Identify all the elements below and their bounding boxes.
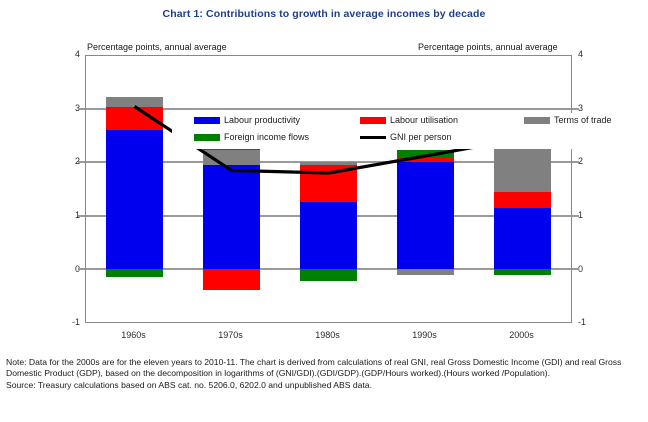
y-axis-label-right-1: 1 bbox=[578, 210, 584, 220]
y-axis-label-right-2: 2 bbox=[578, 156, 584, 166]
y-tick-1-left bbox=[78, 214, 85, 217]
x-axis-label-1970s: 1970s bbox=[218, 330, 243, 340]
y-axis-label-right-3: 3 bbox=[578, 103, 584, 113]
legend-swatch-foreign-income-flows bbox=[194, 133, 220, 141]
gni-per-person-line bbox=[133, 105, 523, 175]
y-axis-label-left-2: 2 bbox=[58, 156, 80, 166]
bar-segment bbox=[300, 202, 357, 269]
legend-item-terms-of-trade[interactable]: Terms of trade bbox=[524, 115, 612, 125]
y-axis-label-left-0: 0 bbox=[58, 264, 80, 274]
legend-line-gni-per-person bbox=[360, 135, 386, 139]
bar-segment bbox=[494, 191, 551, 208]
legend-label-gni-per-person: GNI per person bbox=[390, 132, 452, 142]
legend-item-foreign-income-flows[interactable]: Foreign income flows bbox=[194, 132, 309, 142]
footnote-note: Note: Data for the 2000s are for the ele… bbox=[6, 357, 622, 379]
bar-segment bbox=[397, 158, 454, 163]
y-tick-2-right bbox=[572, 161, 579, 164]
x-axis-label-1980s: 1980s bbox=[315, 330, 340, 340]
y-axis-label-left-3: 3 bbox=[58, 103, 80, 113]
legend-label-foreign-income-flows: Foreign income flows bbox=[224, 132, 310, 142]
bar-segment bbox=[106, 96, 163, 107]
y-axis-label-right-0: 0 bbox=[578, 264, 584, 274]
legend-swatch-terms-of-trade bbox=[524, 116, 550, 124]
gni-line-layer bbox=[133, 105, 523, 175]
legend-label-terms-of-trade: Terms of trade bbox=[554, 115, 612, 125]
y-tick-3-right bbox=[572, 108, 579, 111]
right-axis-unit-note: Percentage points, annual average bbox=[418, 42, 558, 52]
y-axis-label-left-1: 1 bbox=[58, 210, 80, 220]
x-axis-label-1960s: 1960s bbox=[121, 330, 146, 340]
legend-label-labour-productivity: Labour productivity bbox=[224, 115, 301, 125]
bar-segment bbox=[106, 268, 163, 277]
bar-segment bbox=[300, 162, 357, 166]
y-axis-label-left-neg1: -1 bbox=[71, 317, 80, 327]
x-axis-label-2000s: 2000s bbox=[509, 330, 534, 340]
y-axis-label-right-neg1: -1 bbox=[578, 317, 587, 327]
legend-item-labour-utilisation[interactable]: Labour utilisation bbox=[360, 115, 458, 125]
chart-legend: Labour productivity Labour utilisation T… bbox=[172, 113, 648, 149]
gridline-3 bbox=[86, 108, 571, 111]
x-axis-label-1990s: 1990s bbox=[412, 330, 437, 340]
legend-label-labour-utilisation: Labour utilisation bbox=[390, 115, 459, 125]
bar-segment bbox=[203, 149, 260, 151]
legend-swatch-labour-productivity bbox=[194, 116, 220, 124]
y-axis-label-left-4: 4 bbox=[74, 49, 80, 59]
footnote-source: Source: Treasury calculations based on A… bbox=[6, 379, 372, 390]
bar-segment bbox=[203, 165, 260, 269]
legend-item-labour-productivity[interactable]: Labour productivity bbox=[194, 115, 300, 125]
footnote: Note: Data for the 2000s are for the ele… bbox=[6, 357, 644, 391]
legend-swatch-labour-utilisation bbox=[360, 116, 386, 124]
bar-segment bbox=[203, 268, 260, 291]
bar-segment bbox=[300, 268, 357, 281]
bar-segment bbox=[397, 268, 454, 276]
bar-segment bbox=[106, 106, 163, 131]
left-axis-unit-note: Percentage points, annual average bbox=[87, 42, 227, 52]
bar-segment bbox=[106, 130, 163, 269]
bar-segment bbox=[397, 150, 454, 159]
y-tick-0-right bbox=[572, 267, 579, 270]
plot-area: Labour productivity Labour utilisation T… bbox=[78, 55, 648, 323]
y-tick-2-left bbox=[78, 161, 85, 164]
legend-item-gni-per-person[interactable]: GNI per person bbox=[360, 132, 452, 142]
y-tick-3-left bbox=[78, 108, 85, 111]
y-tick-0-left bbox=[78, 267, 85, 270]
bar-segment bbox=[494, 268, 551, 276]
bar-segment bbox=[494, 207, 551, 269]
y-tick-1-right bbox=[572, 214, 579, 217]
page-title: Chart 1: Contributions to growth in aver… bbox=[162, 8, 486, 20]
bar-segment bbox=[397, 162, 454, 269]
y-axis-label-right-4: 4 bbox=[578, 49, 584, 59]
